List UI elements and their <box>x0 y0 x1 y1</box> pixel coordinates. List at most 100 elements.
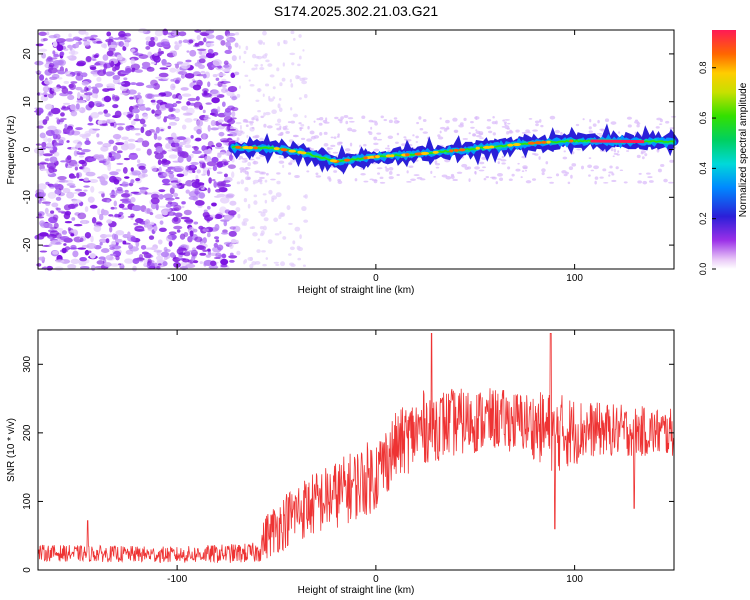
halo-blob <box>619 169 624 172</box>
noise-blob <box>274 233 280 236</box>
noise-blob <box>261 55 265 59</box>
noise-blob <box>271 109 277 115</box>
noise-blob <box>241 221 246 226</box>
noise-blob <box>78 178 85 181</box>
noise-blob <box>67 94 75 101</box>
halo-blob <box>412 134 415 137</box>
noise-blob <box>187 250 197 253</box>
spectrogram-x-label: Height of straight line (km) <box>298 285 415 296</box>
noise-blob <box>116 186 123 192</box>
noise-blob <box>158 205 168 208</box>
noise-blob <box>237 214 241 219</box>
noise-blob <box>123 77 128 81</box>
halo-blob <box>642 180 648 185</box>
snr-series-line <box>37 333 675 564</box>
noise-blob <box>290 107 293 111</box>
noise-blob <box>115 123 126 126</box>
noise-blob <box>277 41 281 47</box>
halo-blob <box>319 131 323 136</box>
snr-x-axis: -100 0 100 <box>167 330 583 585</box>
noise-blob <box>278 156 282 159</box>
noise-blob <box>177 146 183 152</box>
halo-blob <box>575 123 580 127</box>
noise-blob <box>220 39 226 46</box>
noise-blob <box>96 76 102 82</box>
noise-blob <box>279 230 282 235</box>
halo-blob <box>388 171 393 175</box>
noise-blob <box>110 60 115 68</box>
noise-blob <box>157 159 162 166</box>
noise-blob <box>155 255 164 261</box>
noise-blob <box>75 86 83 91</box>
signal-peak <box>534 141 542 145</box>
noise-blob <box>252 232 258 237</box>
halo-blob <box>347 117 354 120</box>
noise-blob <box>174 108 181 113</box>
halo-blob <box>373 142 379 146</box>
noise-blob <box>153 249 163 253</box>
signal-peak <box>281 148 288 152</box>
noise-blob <box>227 32 236 37</box>
noise-blob <box>73 150 78 157</box>
halo-blob <box>501 125 506 128</box>
halo-blob <box>669 127 675 130</box>
halo-blob <box>608 174 611 177</box>
noise-blob <box>298 34 302 38</box>
noise-blob <box>280 212 286 217</box>
noise-blob <box>56 133 61 140</box>
halo-blob <box>582 118 585 121</box>
halo-blob <box>384 166 388 169</box>
noise-blob <box>110 263 120 267</box>
halo-blob <box>422 131 428 134</box>
noise-blob <box>211 144 216 148</box>
halo-blob <box>464 166 469 170</box>
halo-blob <box>240 169 243 174</box>
noise-blob <box>120 193 131 198</box>
noise-blob <box>191 181 201 189</box>
halo-blob <box>404 138 408 141</box>
halo-blob <box>450 175 455 179</box>
halo-blob <box>612 155 615 158</box>
noise-blob <box>192 84 202 91</box>
halo-blob <box>526 131 531 134</box>
noise-blob <box>92 73 98 77</box>
noise-blob <box>226 34 230 41</box>
signal-peak <box>288 149 297 153</box>
noise-blob <box>172 165 182 173</box>
snr-frame <box>37 329 675 571</box>
noise-blob <box>211 156 219 163</box>
y-tick-label: 0 <box>22 567 33 573</box>
noise-blob <box>217 119 224 123</box>
noise-blob <box>162 261 168 267</box>
noise-blob <box>198 245 207 251</box>
noise-blob <box>47 137 52 143</box>
noise-blob <box>303 219 309 223</box>
noise-blob <box>45 57 54 63</box>
noise-blob <box>238 45 241 49</box>
noise-blob <box>69 175 77 179</box>
noise-blob <box>292 37 296 41</box>
halo-blob <box>563 150 566 153</box>
halo-blob <box>309 130 315 135</box>
noise-blob <box>223 173 228 178</box>
halo-blob <box>288 162 293 165</box>
noise-blob <box>295 75 300 80</box>
noise-blob <box>153 225 158 232</box>
noise-blob <box>215 189 222 193</box>
signal-peak <box>432 150 439 154</box>
noise-blob <box>277 103 281 109</box>
noise-blob <box>160 251 169 258</box>
halo-blob <box>376 132 382 135</box>
noise-blob <box>108 44 118 48</box>
noise-blob <box>224 49 233 55</box>
noise-blob <box>165 168 172 173</box>
halo-blob <box>491 121 497 125</box>
noise-blob <box>289 52 296 56</box>
halo-blob <box>237 132 242 137</box>
noise-blob <box>218 131 225 137</box>
noise-blob <box>95 221 102 225</box>
halo-blob <box>387 144 390 148</box>
noise-blob <box>44 207 49 215</box>
halo-blob <box>610 147 614 152</box>
